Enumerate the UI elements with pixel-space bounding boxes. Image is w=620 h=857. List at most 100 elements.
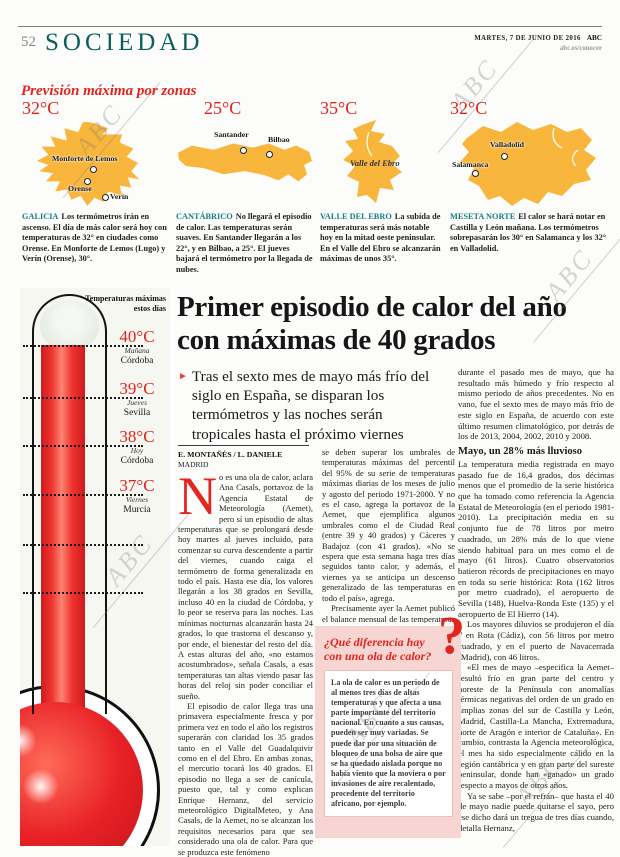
reading-temp: 38°C <box>119 427 155 446</box>
temp-reading: 40°C Mañana Córdoba <box>104 328 170 366</box>
city-label: Valladolid <box>490 140 524 149</box>
infobox-body: La ola de calor es un periodo de al meno… <box>324 670 453 818</box>
header-rule <box>18 26 602 27</box>
cantabrico-map-shape <box>177 143 313 182</box>
city-dot <box>266 151 273 158</box>
arrow-bullet-icon: ► <box>178 371 188 382</box>
zone-temp: 35°C <box>320 98 358 118</box>
page-number: 52 <box>21 34 36 50</box>
city-label: Bilbao <box>268 135 290 144</box>
body-paragraph: La temperatura media registrada en mayo … <box>458 458 614 619</box>
temp-reading: 39°C Jueves Sevilla <box>104 380 170 418</box>
reading-day: Viernes <box>125 495 149 504</box>
city-dot <box>501 153 508 160</box>
zone-temp: 25°C <box>204 98 242 118</box>
temp-tick-line <box>23 345 143 347</box>
zone-region-name: VALLE DEL EBRO <box>320 212 392 221</box>
city-dot <box>240 147 247 154</box>
drop-cap: N <box>178 466 217 526</box>
city-dot <box>84 178 91 185</box>
reading-day: Jueves <box>127 398 147 407</box>
city-label: Orense <box>68 184 92 193</box>
city-dot <box>102 194 109 201</box>
city-label: Salamanca <box>452 160 489 169</box>
body-paragraph: se deben superar los umbrales de tempera… <box>322 447 455 603</box>
forecast-zone-galicia: 32°C Monforte de Lemos Orense Verín GALI… <box>22 98 168 293</box>
reading-city: Murcia <box>123 504 151 515</box>
zone-text: La subida de temperaturas será más notab… <box>320 212 441 264</box>
body-paragraph: «El mes de mayo –especifica la Aemet– re… <box>458 662 614 791</box>
reading-city: Córdoba <box>120 355 154 366</box>
reading-city: Sevilla <box>123 407 151 418</box>
thermometer-tube <box>32 294 107 714</box>
zone-description: GALICIA Los termómetros irán en ascenso. … <box>22 212 168 265</box>
forecast-title: Previsión máxima por zonas <box>21 83 197 99</box>
section-subhead: Mayo, un 28% más lluvioso <box>458 445 582 457</box>
infographic-title: Temperaturas máximas estos días <box>85 294 166 313</box>
temp-tick-line <box>23 445 143 447</box>
valle-del-ebro-map: Valle del Ebro <box>332 118 432 210</box>
forecast-zone-cantabrico: 25°C Santander Bilbao CANTÁBRICO No llega… <box>176 98 314 293</box>
temp-tick-line <box>23 397 143 399</box>
galicia-map: Monforte de Lemos Orense Verín <box>30 118 145 210</box>
zone-description: MESETA NORTE El calor se hará notar en Ca… <box>450 212 612 254</box>
zone-temp: 32°C <box>22 98 60 118</box>
temp-tick-line <box>23 494 143 496</box>
valle-del-ebro-map-shape <box>343 120 402 203</box>
zone-text: Los termómetros irán en ascenso. El día … <box>22 212 167 264</box>
city-label: Santander <box>214 130 249 139</box>
temp-tick-line <box>23 544 143 546</box>
galicia-map-shape <box>36 122 140 206</box>
zone-text: No llegará el episodio de calor. Las tem… <box>176 212 313 274</box>
infobox-ola-de-calor: ? ¿Qué diferencia hay con una ola de cal… <box>315 608 465 838</box>
temp-reading: 37°C Viernes Murcia <box>104 477 170 515</box>
byline-rule <box>178 445 309 446</box>
zone-description: CANTÁBRICO No llegará el episodio de calo… <box>176 212 314 276</box>
reading-day: Mañana <box>124 346 150 355</box>
meseta-norte-map-shape <box>460 122 596 206</box>
reading-city: Córdoba <box>120 455 154 466</box>
brand-abc: ABC <box>586 34 602 42</box>
zone-text: El calor se hará notar en Castilla y Leó… <box>450 212 607 253</box>
body-paragraph: Precisamente ayer la Aemet publicó el ba… <box>322 603 455 623</box>
zone-region-name: GALICIA <box>22 212 59 221</box>
body-paragraph: Los mayores diluvios se produjeron el dí… <box>458 619 614 662</box>
section-title: SOCIEDAD <box>45 29 204 56</box>
standfirst-text: Tras el sexto mes de mayo más frío del s… <box>191 368 430 443</box>
reading-temp: 40°C <box>119 327 155 346</box>
edition-date: MARTES, 7 DE JUNIO DE 2016 <box>474 35 581 42</box>
zone-description: VALLE DEL EBRO La subida de temperaturas … <box>320 212 444 265</box>
meseta-norte-map: Valladolid Salamanca <box>450 118 600 210</box>
article-column-2: se deben superar los umbrales de tempera… <box>322 447 455 623</box>
map-region-label: Valle del Ebro <box>350 158 400 168</box>
article-column-3: durante el pasado mes de mayo, que ha re… <box>458 367 614 845</box>
article-dateline: MADRID <box>178 460 209 469</box>
article-headline: Primer episodio de calor del año con máx… <box>177 291 567 356</box>
reading-temp: 39°C <box>119 379 155 398</box>
question-mark-icon: ? <box>438 605 465 665</box>
article-byline: E. MONTAÑÉS / L. DANIELE <box>178 450 283 459</box>
temp-tick-line <box>23 592 143 594</box>
city-dot <box>472 170 479 177</box>
forecast-zone-meseta-norte: 32°C Valladolid Salamanca MESETA NORTE El… <box>450 98 612 293</box>
city-label: Verín <box>110 192 129 201</box>
thermometer-infographic: Temperaturas máximas estos días 40°C Mañ… <box>20 288 170 846</box>
reading-temp: 37°C <box>119 476 155 495</box>
body-paragraph: Ya se sabe –por el refrán– que hasta el … <box>458 790 614 833</box>
temp-reading: 38°C Hoy Córdoba <box>104 428 170 466</box>
header-meta: MARTES, 7 DE JUNIO DE 2016 ABC abc.es/con… <box>474 32 602 53</box>
body-paragraph: El episodio de calor llega tras una prim… <box>178 700 313 857</box>
zone-region-name: MESETA NORTE <box>450 212 516 221</box>
body-paragraph: durante el pasado mes de mayo, que ha re… <box>458 367 614 442</box>
infobox-title: ¿Qué diferencia hay con una ola de calor… <box>324 635 432 663</box>
reading-day: Hoy <box>130 446 144 455</box>
zone-region-name: CANTÁBRICO <box>176 212 233 221</box>
city-label: Monforte de Lemos <box>52 154 118 163</box>
paragraph-text: o es una ola de calor, aclara Ana Casals… <box>178 472 313 701</box>
site-url: abc.es/conocer <box>559 45 602 52</box>
cantabrico-map: Santander Bilbao <box>176 118 314 210</box>
forecast-zone-valle-del-ebro: 35°C Valle del Ebro VALLE DEL EBRO La sub… <box>320 98 444 293</box>
